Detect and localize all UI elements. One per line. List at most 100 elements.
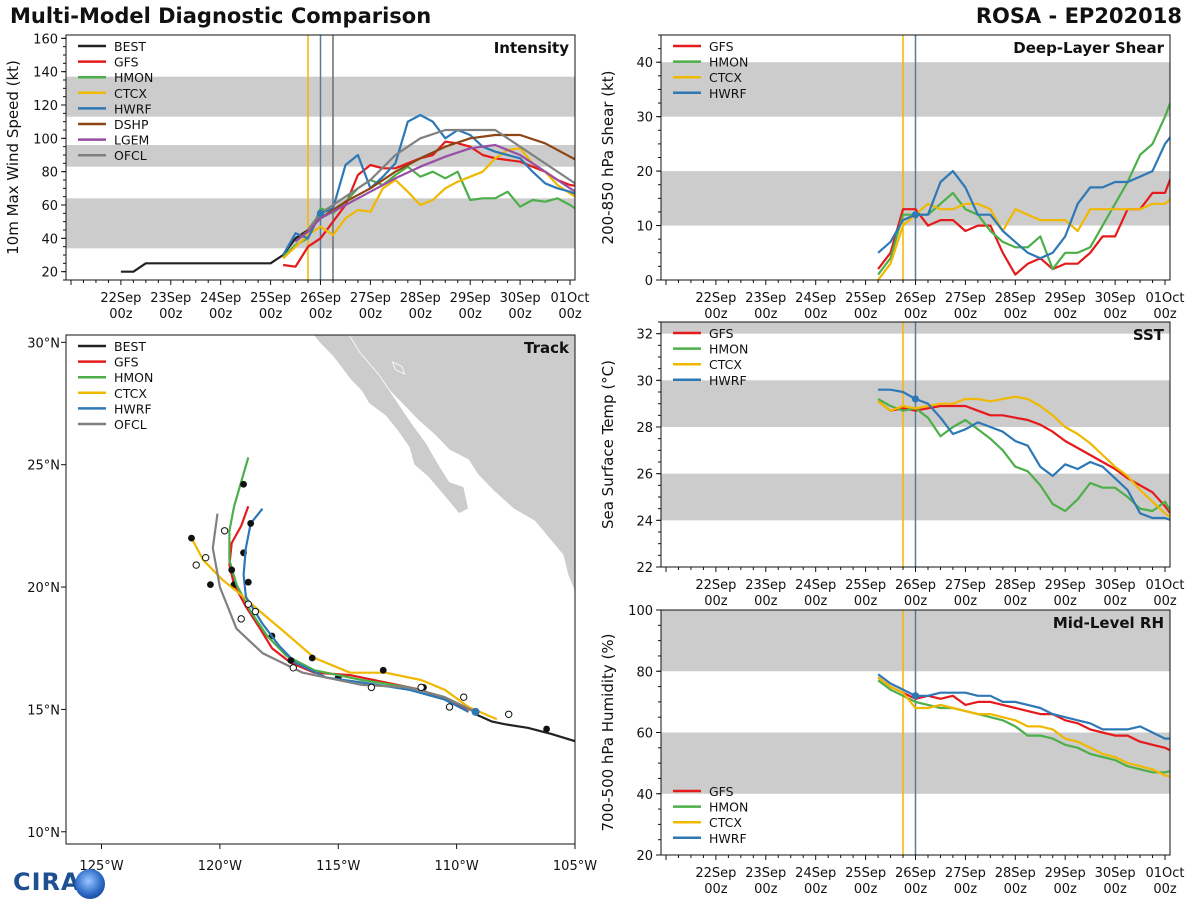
series-line-ofcl bbox=[307, 128, 575, 231]
legend-label-dshp: DSHP bbox=[114, 117, 149, 132]
x-tick-hour-label: 00z bbox=[854, 882, 878, 897]
track-panel: 125°W 120°W 115°W 110°W 105°W10°N15°N20°N25°… bbox=[27, 334, 597, 874]
main-title: Multi-Model Diagnostic Comparison bbox=[10, 4, 432, 28]
x-tick-label: 110°W bbox=[435, 859, 479, 874]
y-axis-label: 200-850 hPa Shear (kt) bbox=[599, 71, 617, 245]
x-tick-day-label: 27Sep bbox=[945, 866, 986, 881]
series-line-gfs bbox=[877, 400, 1170, 515]
track-position-dot bbox=[188, 534, 195, 542]
x-tick-day-label: 28Sep bbox=[400, 291, 441, 306]
x-tick-day-label: 24Sep bbox=[795, 291, 836, 306]
legend-label-gfs: GFS bbox=[114, 355, 139, 370]
current-position-marker bbox=[471, 707, 480, 716]
x-tick-hour-label: 00z bbox=[954, 307, 978, 322]
x-tick-day-label: 23Sep bbox=[150, 291, 191, 306]
x-tick-day-label: 23Sep bbox=[745, 578, 786, 593]
track-position-dot bbox=[287, 657, 295, 664]
panel-title: Track bbox=[524, 339, 570, 357]
x-tick-day-label: 25Sep bbox=[250, 291, 291, 306]
y-axis-label: 700-500 hPa Humidity (%) bbox=[599, 633, 617, 831]
logo-text: CIRA bbox=[13, 868, 81, 896]
shear-panel: 22Sep00z23Sep00z24Sep00z25Sep00z26Sep00z… bbox=[599, 34, 1185, 322]
x-tick-day-label: 01Oct bbox=[550, 291, 589, 306]
legend-label-ofcl: OFCL bbox=[114, 417, 147, 432]
x-tick-day-label: 24Sep bbox=[795, 578, 836, 593]
initial-value-marker bbox=[911, 395, 920, 403]
y-tick-label: 60 bbox=[636, 727, 653, 742]
legend-label-hmon: HMON bbox=[114, 370, 153, 385]
x-tick-hour-label: 00z bbox=[1103, 882, 1127, 897]
y-tick-label: 22 bbox=[636, 561, 653, 576]
series-line-ctcx bbox=[877, 197, 1170, 280]
x-tick-hour-label: 00z bbox=[1103, 594, 1127, 609]
y-tick-label: 20 bbox=[41, 266, 58, 281]
x-tick-day-label: 26Sep bbox=[300, 291, 341, 306]
forecast-position-marker bbox=[445, 703, 454, 711]
initial-value-marker bbox=[911, 211, 920, 219]
series-line-ctcx bbox=[877, 676, 1170, 778]
y-axis-label: 10m Max Wind Speed (kt) bbox=[4, 60, 22, 255]
x-tick-hour-label: 00z bbox=[854, 307, 878, 322]
y-tick-label: 24 bbox=[636, 514, 653, 529]
x-tick-hour-label: 00z bbox=[704, 594, 728, 609]
x-tick-day-label: 29Sep bbox=[450, 291, 491, 306]
x-tick-hour-label: 00z bbox=[159, 307, 183, 322]
x-tick-day-label: 30Sep bbox=[1095, 291, 1136, 306]
x-tick-day-label: 25Sep bbox=[845, 291, 886, 306]
legend-label-ctcx: CTCX bbox=[114, 386, 147, 401]
x-tick-hour-label: 00z bbox=[704, 882, 728, 897]
legend-label-ctcx: CTCX bbox=[709, 70, 742, 85]
track-plot-area bbox=[188, 335, 575, 743]
x-tick-day-label: 26Sep bbox=[895, 291, 936, 306]
legend-label-hwrf: HWRF bbox=[114, 101, 152, 116]
x-tick-hour-label: 00z bbox=[1153, 594, 1177, 609]
forecast-position-marker bbox=[220, 527, 229, 535]
x-tick-hour-label: 00z bbox=[904, 594, 928, 609]
x-tick-hour-label: 00z bbox=[508, 307, 532, 322]
y-tick-label: 15°N bbox=[27, 703, 60, 718]
x-tick-day-label: 23Sep bbox=[745, 291, 786, 306]
y-tick-label: 160 bbox=[33, 32, 58, 47]
x-tick-day-label: 22Sep bbox=[695, 291, 736, 306]
x-tick-day-label: 27Sep bbox=[350, 291, 391, 306]
legend-label-gfs: GFS bbox=[709, 784, 734, 799]
y-tick-label: 40 bbox=[636, 56, 653, 71]
y-tick-label: 80 bbox=[41, 166, 58, 181]
track-position-dot bbox=[308, 654, 316, 662]
x-tick-day-label: 23Sep bbox=[745, 866, 786, 881]
track-frame bbox=[65, 334, 576, 845]
track-position-dot bbox=[207, 581, 214, 589]
x-tick-hour-label: 00z bbox=[804, 307, 828, 322]
intensity-plot-area bbox=[66, 35, 575, 280]
x-tick-day-label: 22Sep bbox=[695, 578, 736, 593]
x-tick-hour-label: 00z bbox=[1054, 307, 1078, 322]
y-tick-label: 0 bbox=[645, 274, 653, 289]
track-position-dot bbox=[543, 725, 550, 733]
x-tick-day-label: 22Sep bbox=[695, 866, 736, 881]
forecast-position-marker bbox=[460, 693, 468, 701]
y-tick-label: 20 bbox=[636, 165, 653, 180]
sst-panel: 22Sep00z23Sep00z24Sep00z25Sep00z26Sep00z… bbox=[599, 321, 1185, 609]
x-tick-hour-label: 00z bbox=[1103, 307, 1127, 322]
x-tick-day-label: 24Sep bbox=[795, 866, 836, 881]
y-tick-label: 30°N bbox=[27, 336, 60, 351]
y-tick-label: 120 bbox=[33, 99, 58, 114]
series-line-lgem bbox=[294, 143, 575, 243]
y-tick-label: 100 bbox=[33, 132, 58, 147]
x-tick-day-label: 27Sep bbox=[945, 291, 986, 306]
legend-label-hmon: HMON bbox=[709, 800, 748, 815]
land-masses bbox=[312, 335, 575, 593]
x-tick-day-label: 26Sep bbox=[895, 866, 936, 881]
x-tick-day-label: 30Sep bbox=[500, 291, 541, 306]
x-tick-hour-label: 00z bbox=[904, 882, 928, 897]
panel-title: Deep-Layer Shear bbox=[1013, 39, 1164, 57]
x-tick-day-label: 29Sep bbox=[1045, 578, 1086, 593]
legend-label-hwrf: HWRF bbox=[709, 373, 747, 388]
x-tick-day-label: 01Oct bbox=[1145, 866, 1184, 881]
x-tick-hour-label: 00z bbox=[804, 594, 828, 609]
series-line-hmon bbox=[877, 679, 1170, 774]
x-tick-hour-label: 00z bbox=[904, 307, 928, 322]
x-tick-hour-label: 00z bbox=[209, 307, 233, 322]
